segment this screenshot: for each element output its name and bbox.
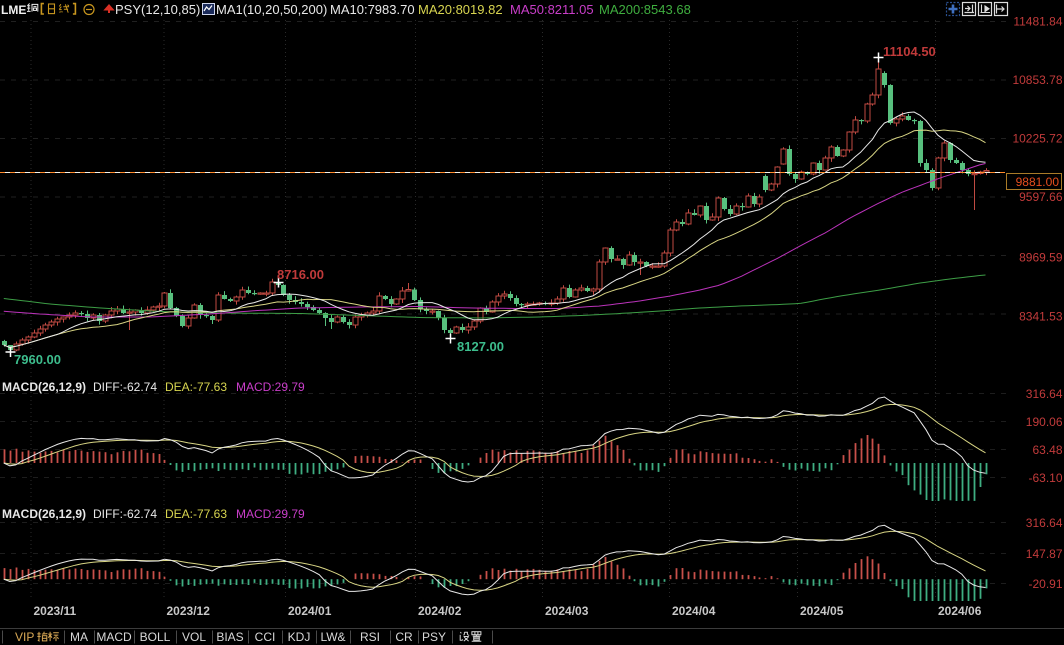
svg-text:PSY(12,10,85): PSY(12,10,85) [115, 2, 200, 17]
svg-text:VOL: VOL [182, 630, 206, 644]
svg-text:316.64: 316.64 [1026, 516, 1063, 530]
svg-text:BIAS: BIAS [216, 630, 243, 644]
svg-text:MA20:8019.82: MA20:8019.82 [418, 2, 503, 17]
svg-text:8969.59: 8969.59 [1019, 251, 1063, 265]
svg-text:2024/06: 2024/06 [938, 604, 982, 618]
svg-text:-63.10: -63.10 [1028, 471, 1062, 485]
svg-text:MA: MA [70, 630, 88, 644]
svg-text:11481.84: 11481.84 [1013, 15, 1062, 29]
svg-text:8716.00: 8716.00 [277, 267, 324, 282]
svg-text:8341.53: 8341.53 [1019, 310, 1063, 324]
svg-text:DEA:-77.63: DEA:-77.63 [165, 507, 227, 521]
svg-text:-20.91: -20.91 [1028, 577, 1062, 591]
svg-text:10225.72: 10225.72 [1012, 132, 1062, 146]
svg-text:DEA:-77.63: DEA:-77.63 [165, 380, 227, 394]
svg-text:MACD(26,12,9): MACD(26,12,9) [2, 507, 86, 521]
svg-text:MACD(26,12,9): MACD(26,12,9) [2, 380, 86, 394]
svg-text:MA200:8543.68: MA200:8543.68 [599, 2, 691, 17]
svg-text:CCI: CCI [255, 630, 276, 644]
svg-text:2024/01: 2024/01 [288, 604, 332, 618]
svg-text:11104.50: 11104.50 [883, 44, 936, 59]
svg-text:VIP: VIP [15, 630, 34, 644]
svg-text:LME: LME [1, 3, 26, 17]
svg-text:190.06: 190.06 [1026, 415, 1063, 429]
svg-text:MA1(10,20,50,200): MA1(10,20,50,200) [216, 2, 327, 17]
svg-text:7960.00: 7960.00 [14, 352, 61, 367]
svg-text:CR: CR [395, 630, 413, 644]
svg-text:MA50:8211.05: MA50:8211.05 [510, 2, 594, 17]
svg-text:DIFF:-62.74: DIFF:-62.74 [93, 507, 157, 521]
svg-text:MACD:29.79: MACD:29.79 [236, 507, 305, 521]
svg-text:MA10:7983.70: MA10:7983.70 [330, 2, 415, 17]
svg-text:2024/05: 2024/05 [800, 604, 844, 618]
svg-text:MACD:29.79: MACD:29.79 [236, 380, 305, 394]
svg-text:10853.78: 10853.78 [1012, 73, 1062, 87]
svg-text:2024/03: 2024/03 [545, 604, 589, 618]
svg-text:2023/11: 2023/11 [34, 604, 77, 618]
svg-text:9597.66: 9597.66 [1019, 190, 1063, 204]
svg-text:2024/04: 2024/04 [672, 604, 716, 618]
svg-text:9881.00: 9881.00 [1016, 175, 1060, 189]
svg-text:LW&: LW& [320, 630, 345, 644]
svg-text:2024/02: 2024/02 [418, 604, 462, 618]
svg-text:8127.00: 8127.00 [457, 339, 504, 354]
svg-text:2023/12: 2023/12 [167, 604, 211, 618]
svg-text:PSY: PSY [422, 630, 446, 644]
svg-text:RSI: RSI [360, 630, 380, 644]
svg-text:BOLL: BOLL [140, 630, 171, 644]
svg-text:MACD: MACD [96, 630, 132, 644]
svg-text:63.48: 63.48 [1032, 443, 1062, 457]
svg-text:DIFF:-62.74: DIFF:-62.74 [93, 380, 157, 394]
svg-text:147.87: 147.87 [1026, 547, 1063, 561]
svg-text:KDJ: KDJ [288, 630, 311, 644]
svg-text:316.64: 316.64 [1026, 387, 1063, 401]
